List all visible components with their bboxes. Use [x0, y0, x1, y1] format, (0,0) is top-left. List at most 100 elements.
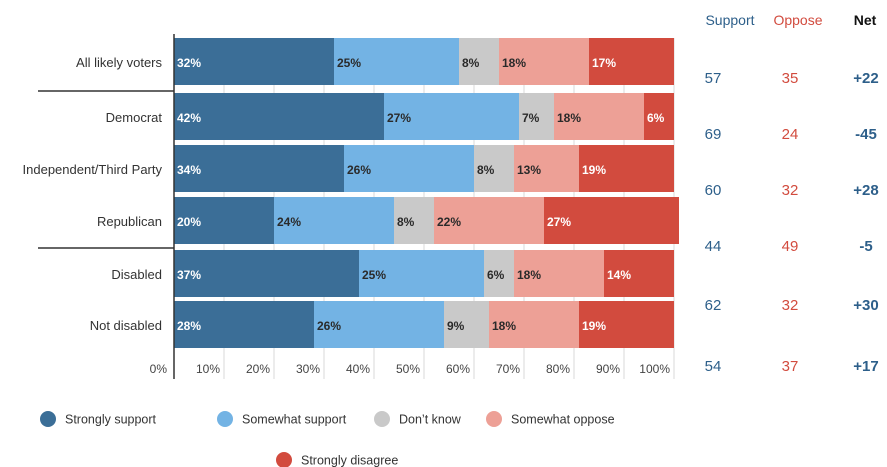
bar-segment [589, 38, 674, 85]
segment-value-label: 32% [177, 56, 201, 70]
bar-segment [434, 197, 544, 244]
net-value: +17 [853, 358, 878, 375]
segment-value-label: 18% [517, 268, 541, 282]
bar-segment [444, 301, 489, 348]
bars [174, 38, 679, 348]
oppose-value: 49 [782, 238, 799, 255]
x-tick-label: 80% [546, 362, 570, 376]
segment-value-label: 37% [177, 268, 201, 282]
bar-segment [459, 38, 499, 85]
category-label: Democrat [106, 110, 163, 125]
segment-value-label: 25% [337, 56, 361, 70]
x-tick-label: 60% [446, 362, 470, 376]
support-value: 69 [705, 126, 722, 143]
segment-value-label: 18% [492, 319, 516, 333]
oppose-value: 37 [782, 358, 799, 375]
segment-value-label: 13% [517, 163, 541, 177]
category-label: All likely voters [76, 55, 162, 70]
x-tick-label: 90% [596, 362, 620, 376]
segment-value-label: 34% [177, 163, 201, 177]
bar-segment [499, 38, 589, 85]
bar-segment [489, 301, 579, 348]
bar-segment [359, 250, 484, 297]
segment-value-label: 19% [582, 319, 606, 333]
bar-segment [514, 145, 579, 192]
segment-value-label: 27% [387, 111, 411, 125]
segment-value-label: 27% [547, 215, 571, 229]
legend-swatch [486, 411, 502, 427]
x-axis: 0% 10% 20% 30% 40% 50% 60% 70% 80% 90% 100% [38, 34, 670, 379]
bar-segment [274, 197, 394, 244]
segment-value-label: 25% [362, 268, 386, 282]
bar-segment [394, 197, 434, 244]
bar-segment [174, 197, 274, 244]
legend-swatch [276, 452, 292, 467]
segment-value-label: 19% [582, 163, 606, 177]
summary-table: Support Oppose Net 57 35 +22 69 24 -45 60 32 +28 44 4… [705, 12, 879, 375]
net-value: +28 [853, 182, 878, 199]
bar-segment [174, 93, 384, 140]
x-tick-label: 30% [296, 362, 320, 376]
bar-segment [644, 93, 674, 140]
legend-label: Strongly support [65, 413, 157, 427]
legend: Strongly support Somewhat support Don’t kn… [40, 411, 615, 467]
bar-segment [174, 301, 314, 348]
segment-value-label: 18% [557, 111, 581, 125]
category-label: Republican [97, 214, 162, 229]
category-labels: All likely voters Democrat Independent/Thi… [23, 55, 163, 333]
x-tick-label: 100% [639, 362, 670, 376]
bar-segment [474, 145, 514, 192]
category-label: Independent/Third Party [23, 162, 163, 177]
oppose-value: 32 [782, 182, 799, 199]
segment-value-label: 28% [177, 319, 201, 333]
bar-segment [604, 250, 674, 297]
bar-segment [314, 301, 444, 348]
bar-segment [344, 145, 474, 192]
net-header: Net [854, 12, 877, 28]
segment-value-label: 14% [607, 268, 631, 282]
x-tick-label: 10% [196, 362, 220, 376]
support-value: 57 [705, 70, 722, 87]
net-value: +22 [853, 70, 878, 87]
segment-value-label: 26% [317, 319, 341, 333]
x-tick-label: 70% [496, 362, 520, 376]
bar-segment [514, 250, 604, 297]
bar-segment [484, 250, 514, 297]
segment-value-label: 42% [177, 111, 201, 125]
legend-swatch [40, 411, 56, 427]
segment-value-label: 6% [487, 268, 505, 282]
bar-segment [519, 93, 554, 140]
legend-label: Don’t know [399, 413, 462, 427]
x-tick-label: 50% [396, 362, 420, 376]
support-value: 60 [705, 182, 722, 199]
segment-labels: 32% 25% 8% 18% 17% 42% 27% 7% 18% 6% 34% 26% 8% 13% 19… [177, 56, 665, 333]
category-label: Not disabled [90, 318, 162, 333]
net-value: -5 [859, 238, 872, 255]
bar-segment [579, 145, 674, 192]
bar-segment [579, 301, 674, 348]
bar-segment [174, 38, 334, 85]
oppose-value: 24 [782, 126, 799, 143]
net-value: -45 [855, 126, 877, 143]
legend-swatch [217, 411, 233, 427]
support-value: 54 [705, 358, 722, 375]
legend-label: Somewhat oppose [511, 413, 615, 427]
legend-label: Strongly disagree [301, 454, 398, 467]
bar-segment [334, 38, 459, 85]
bar-segment [544, 197, 679, 244]
x-tick-label: 40% [346, 362, 370, 376]
category-label: Disabled [111, 267, 162, 282]
legend-swatch [374, 411, 390, 427]
x-tick-label: 20% [246, 362, 270, 376]
segment-value-label: 8% [477, 163, 495, 177]
oppose-value: 35 [782, 70, 799, 87]
bar-segment [384, 93, 519, 140]
segment-value-label: 8% [462, 56, 480, 70]
segment-value-label: 7% [522, 111, 540, 125]
support-header: Support [705, 12, 754, 28]
segment-value-label: 18% [502, 56, 526, 70]
segment-value-label: 26% [347, 163, 371, 177]
support-value: 62 [705, 297, 722, 314]
bar-segment [554, 93, 644, 140]
